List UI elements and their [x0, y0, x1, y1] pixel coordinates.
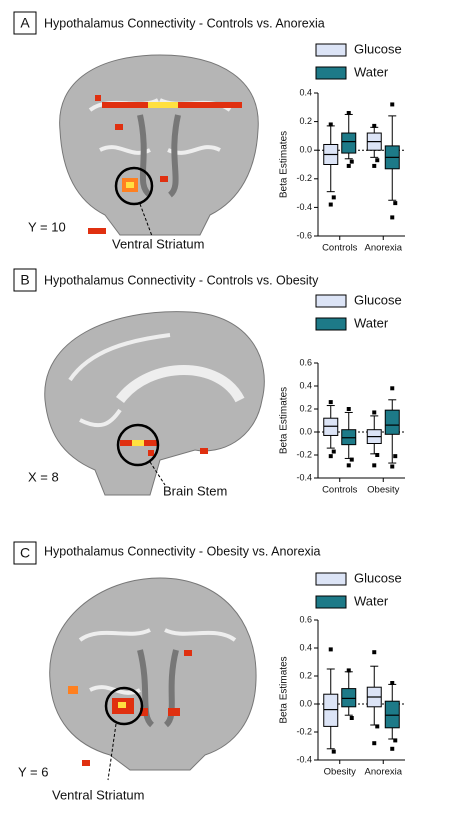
flier: [328, 122, 333, 127]
box: [341, 132, 357, 154]
legend-swatch: [315, 572, 347, 586]
y-tick-label: -0.2: [296, 173, 312, 183]
panel-title: Hypothalamus Connectivity - Controls vs.…: [44, 273, 319, 287]
box: [384, 700, 400, 729]
flier: [346, 407, 351, 411]
panel-label-box: [13, 541, 37, 565]
flier: [390, 464, 395, 469]
annotation: Y = 6: [18, 764, 48, 779]
flier: [349, 716, 354, 720]
x-tick-label: Anorexia: [365, 243, 403, 254]
y-tick-label: 0.6: [299, 614, 312, 624]
legend-swatch: [315, 43, 347, 57]
flier: [346, 163, 351, 168]
annotation: Brain Stem: [163, 483, 227, 498]
y-tick-label: -0.4: [296, 754, 312, 764]
flier: [328, 202, 333, 207]
flier: [331, 195, 336, 200]
box: [341, 688, 357, 708]
y-tick-label: -0.6: [296, 230, 312, 240]
legend-label: Water: [354, 64, 389, 79]
x-tick-label: Obesity: [367, 485, 399, 496]
y-tick-label: 0.4: [299, 642, 312, 652]
flier: [390, 102, 395, 107]
flier: [372, 650, 377, 655]
brain-image-c: [49, 577, 257, 781]
y-tick-label: -0.4: [296, 202, 312, 212]
y-tick-label: 0.0: [299, 426, 312, 436]
brain-image-a: [59, 54, 259, 237]
flier: [349, 457, 354, 462]
y-axis-label: Beta Estimates: [279, 656, 290, 723]
y-tick-label: 0.4: [299, 87, 312, 97]
y-tick-label: 0.6: [299, 357, 312, 367]
flier: [346, 463, 351, 468]
panel-label-box: [13, 268, 37, 292]
flier: [372, 123, 377, 128]
legend-label: Water: [354, 315, 389, 330]
legend-label: Glucose: [354, 292, 402, 307]
x-tick-label: Controls: [322, 485, 358, 496]
y-tick-label: 0.2: [299, 116, 312, 126]
flier: [372, 741, 377, 746]
y-tick-label: 0.0: [299, 145, 312, 155]
y-tick-label: -0.4: [296, 472, 312, 482]
annotation: Ventral Striatum: [112, 236, 205, 251]
flier: [375, 158, 380, 163]
panel-label: B: [20, 272, 29, 288]
legend-swatch: [315, 294, 347, 308]
legend-label: Water: [354, 593, 389, 608]
y-tick-label: -0.2: [296, 449, 312, 459]
y-tick-label: 0.4: [299, 380, 312, 390]
flier: [390, 681, 395, 685]
flier: [390, 386, 395, 391]
flier: [349, 159, 354, 164]
panel-label: A: [20, 15, 30, 31]
flier: [393, 201, 398, 206]
flier: [372, 163, 377, 168]
annotation: Ventral Striatum: [52, 787, 145, 802]
flier: [390, 746, 395, 751]
y-tick-label: -0.2: [296, 726, 312, 736]
y-tick-label: 0.0: [299, 698, 312, 708]
flier: [372, 410, 377, 415]
x-tick-label: Anorexia: [365, 767, 403, 778]
legend-swatch: [315, 317, 347, 331]
legend-swatch: [315, 595, 347, 609]
flier: [375, 724, 380, 729]
y-axis-label: Beta Estimates: [279, 387, 290, 454]
panel-label-box: [13, 11, 37, 35]
panel-label: C: [20, 545, 30, 561]
flier: [372, 463, 377, 468]
y-tick-label: 0.2: [299, 670, 312, 680]
x-tick-label: Obesity: [324, 767, 356, 778]
flier: [346, 111, 351, 116]
legend-swatch: [315, 66, 347, 80]
box: [384, 409, 400, 435]
flier: [328, 454, 333, 459]
panel-title: Hypothalamus Connectivity - Controls vs.…: [44, 16, 325, 30]
box: [323, 693, 339, 727]
flier: [331, 449, 336, 454]
flier: [390, 215, 395, 220]
flier: [331, 749, 336, 754]
flier: [328, 400, 333, 405]
flier: [393, 454, 398, 459]
legend-label: Glucose: [354, 570, 402, 585]
flier: [328, 647, 333, 652]
annotation: Y = 10: [28, 219, 66, 234]
flier: [393, 738, 398, 743]
flier: [375, 453, 380, 457]
legend-label: Glucose: [354, 41, 402, 56]
annotation: X = 8: [28, 469, 59, 484]
y-axis-label: Beta Estimates: [279, 131, 290, 198]
x-tick-label: Controls: [322, 243, 358, 254]
flier: [346, 668, 351, 673]
brain-image-b: [44, 311, 265, 496]
y-tick-label: 0.2: [299, 403, 312, 413]
panel-title: Hypothalamus Connectivity - Obesity vs. …: [44, 544, 321, 558]
